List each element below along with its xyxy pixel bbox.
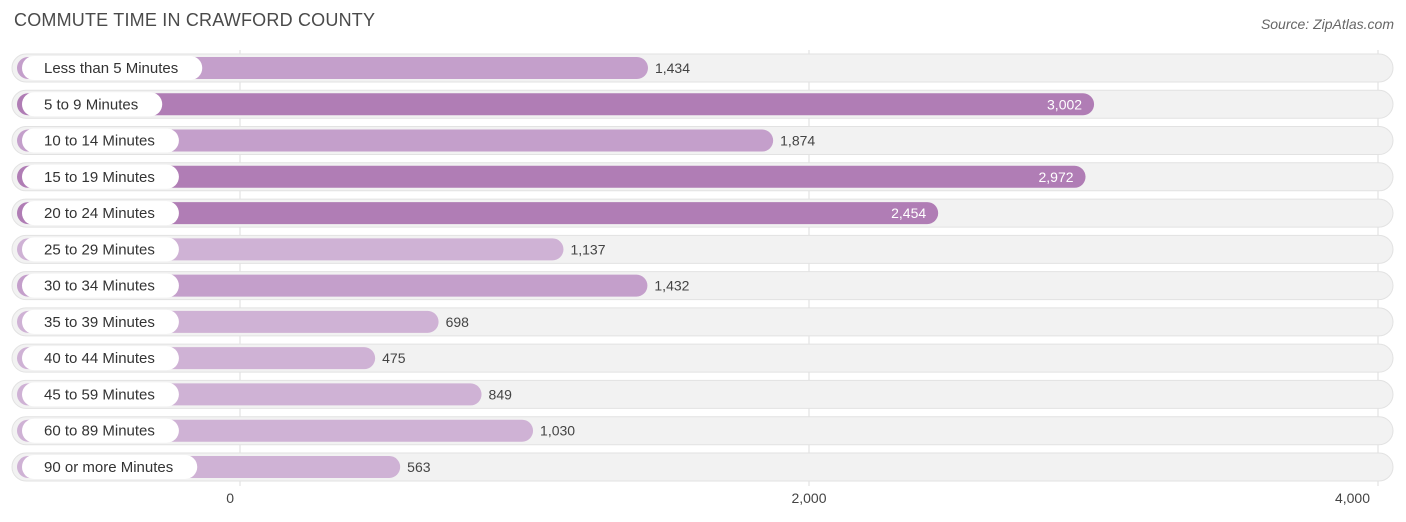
category-label: 10 to 14 Minutes (44, 133, 155, 150)
value-label: 1,432 (654, 278, 689, 294)
category-pill (22, 56, 203, 80)
bar (17, 129, 774, 152)
category-label: 45 to 59 Minutes (44, 386, 155, 403)
value-label: 563 (407, 459, 431, 475)
value-label: 2,454 (891, 205, 926, 221)
value-label: 1,434 (655, 60, 690, 76)
x-tick-label: 4,000 (1335, 490, 1370, 506)
x-axis: 0 2,000 4,000 (226, 490, 1370, 506)
bar (17, 93, 1095, 116)
bar-row: 5 to 9 Minutes 3,002 (11, 89, 1394, 119)
bar-row: 35 to 39 Minutes 698 (11, 307, 1394, 337)
bar-row: 10 to 14 Minutes 1,874 (11, 126, 1394, 156)
value-label: 1,137 (570, 241, 605, 257)
value-label: 3,002 (1047, 96, 1082, 112)
category-pill (22, 382, 179, 407)
category-label: 35 to 39 Minutes (44, 314, 155, 331)
chart-source: Source: ZipAtlas.com (1260, 16, 1394, 32)
category-pill (22, 418, 179, 443)
category-pill (22, 309, 179, 334)
bar (17, 202, 939, 225)
value-label: 1,030 (540, 423, 575, 439)
category-pill (22, 201, 179, 226)
value-label: 698 (446, 314, 470, 330)
bar-row: 90 or more Minutes 563 (11, 452, 1394, 482)
category-label: 30 to 34 Minutes (44, 278, 155, 295)
bar-row: 20 to 24 Minutes 2,454 (11, 198, 1394, 228)
value-label: 2,972 (1038, 169, 1073, 185)
bar-row: 45 to 59 Minutes 849 (11, 379, 1394, 409)
bar-row: 40 to 44 Minutes 475 (11, 343, 1394, 373)
category-label: Less than 5 Minutes (44, 60, 178, 77)
grid-layer (239, 50, 1379, 486)
x-tick-label: 0 (226, 490, 234, 506)
category-label: 40 to 44 Minutes (44, 350, 155, 367)
category-pill (22, 164, 179, 189)
category-pill (22, 237, 179, 262)
category-pill (22, 273, 179, 298)
bar-row: 15 to 19 Minutes 2,972 (11, 162, 1394, 192)
category-label: 15 to 19 Minutes (44, 169, 155, 186)
category-pill (22, 346, 179, 371)
category-pill (22, 92, 163, 117)
bar-row: 60 to 89 Minutes 1,030 (11, 416, 1394, 446)
bar-row: 25 to 29 Minutes 1,137 (11, 234, 1394, 264)
category-label: 20 to 24 Minutes (44, 205, 155, 222)
category-label: 60 to 89 Minutes (44, 423, 155, 440)
category-pill (22, 128, 179, 153)
bar-row: Less than 5 Minutes 1,434 (11, 53, 1394, 83)
bar-row: 30 to 34 Minutes 1,432 (11, 271, 1394, 301)
chart-title: COMMUTE TIME IN CRAWFORD COUNTY (14, 10, 376, 30)
value-label: 849 (489, 386, 513, 402)
category-label: 90 or more Minutes (44, 459, 173, 476)
category-pill (22, 454, 198, 479)
rows-layer: Less than 5 Minutes 1,434 5 to 9 Minutes 3,… (11, 53, 1394, 482)
category-label: 25 to 29 Minutes (44, 241, 155, 258)
bar (17, 165, 1086, 188)
value-label: 475 (382, 350, 406, 366)
category-label: 5 to 9 Minutes (44, 96, 138, 113)
value-label: 1,874 (780, 133, 815, 149)
x-tick-label: 2,000 (791, 490, 826, 506)
